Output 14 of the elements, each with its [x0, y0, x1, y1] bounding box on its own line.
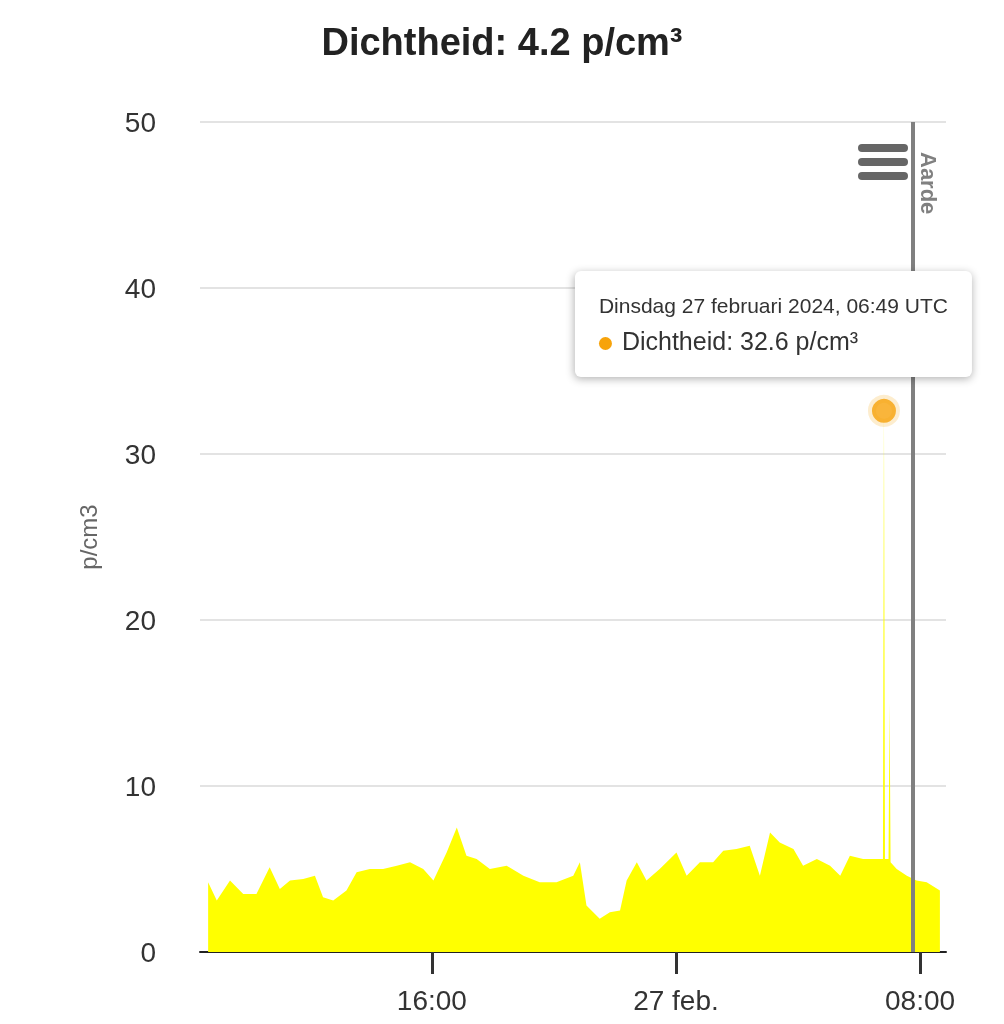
y-tick-label: 50 — [124, 106, 156, 138]
chart-title: Dichtheid: 4.2 p/cm³ — [321, 21, 683, 63]
y-tick-label: 10 — [124, 770, 156, 802]
y-tick-label: 40 — [124, 272, 156, 304]
x-tick-label: 27 feb. — [633, 984, 719, 1016]
x-tick-label: 08:00 — [885, 984, 956, 1016]
ref-line-label: Aarde — [916, 152, 942, 215]
annotation: Dichtheid: 32.6 p/cm³ — [621, 326, 859, 355]
y-tick-label: 30 — [124, 438, 156, 470]
x-tick-label: 16:00 — [396, 984, 467, 1016]
annotation: Dinsdag 27 februari 2024, 06:49 UTC — [598, 293, 948, 317]
y-tick-label: 20 — [124, 604, 156, 636]
y-axis-title: p/cm3 — [74, 504, 102, 570]
y-tick-label: 0 — [140, 936, 156, 968]
